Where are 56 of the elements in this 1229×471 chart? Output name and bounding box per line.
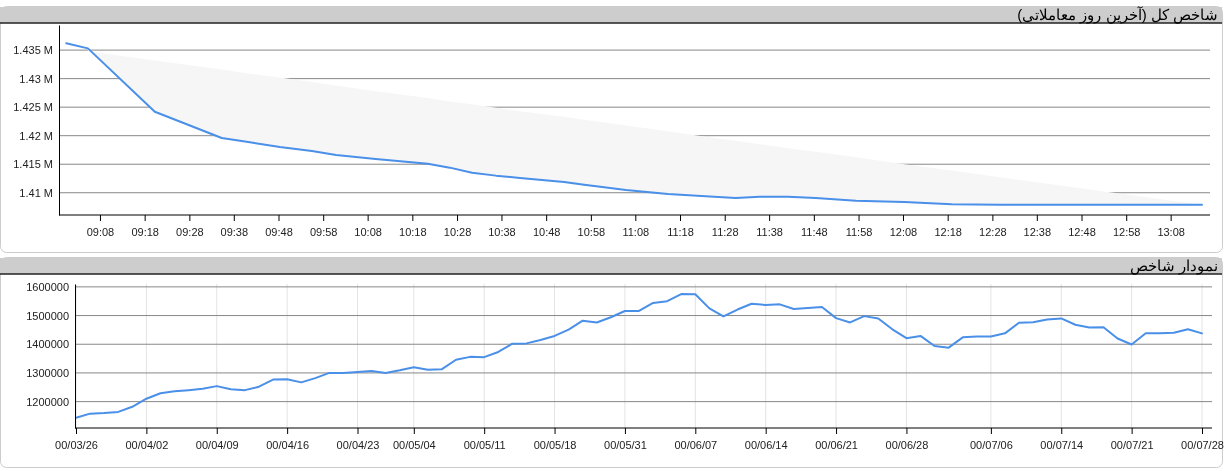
y-tick-label: 1.425 M [13,101,53,114]
x-tick-label: 09:48 [265,226,293,239]
x-tick-label: 09:38 [220,226,249,239]
x-tick-label: 11:28 [711,226,739,239]
y-tick-label: 1.415 M [13,158,53,171]
x-tick-label: 00/05/31 [604,439,647,452]
x-tick-label: 00/05/04 [392,439,436,452]
x-tick-label: 09:08 [86,226,115,239]
x-tick-label: 12:18 [934,226,962,239]
x-tick-label: 00/04/09 [195,439,239,452]
x-tick-label: 09:28 [176,226,204,239]
x-tick-label: 09:18 [131,226,159,239]
x-tick-label: 00/07/28 [1181,439,1224,452]
x-tick-label: 10:18 [399,226,427,239]
x-tick-label: 00/04/02 [125,439,169,452]
x-tick-label: 00/06/07 [674,439,718,452]
x-tick-label: 10:58 [577,226,606,239]
x-tick-label: 11:18 [667,226,694,239]
x-tick-label: 10:38 [488,226,516,239]
x-tick-label: 10:08 [354,226,382,239]
y-tick-label: 1300000 [26,366,69,379]
x-tick-label: 00/06/28 [885,439,929,452]
x-tick-label: 00/07/14 [1040,439,1084,452]
chart-title: شاخص کل (آخرین روز معاملاتی) [1017,6,1218,24]
x-tick-label: 12:08 [889,226,918,239]
x-tick-label: 00/04/23 [336,439,380,452]
x-tick-label: 09:58 [309,226,338,239]
x-tick-label: 00/05/11 [463,439,506,452]
x-tick-label: 12:48 [1068,226,1096,239]
x-tick-label: 11:38 [756,226,783,239]
x-tick-label: 00/05/18 [533,439,577,452]
x-tick-label: 00/06/21 [815,439,858,452]
y-tick-label: 1.435 M [13,44,53,57]
y-tick-label: 1400000 [26,338,69,351]
x-tick-label: 11:48 [800,226,828,239]
y-tick-label: 1.41 M [19,186,53,199]
y-tick-label: 1.42 M [19,129,53,142]
x-tick-label: 12:38 [1023,226,1052,239]
line-series [75,293,1203,419]
y-tick-label: 1500000 [26,309,69,322]
x-tick-label: 12:58 [1112,226,1141,239]
x-tick-label: 00/07/21 [1110,439,1154,452]
chart-title: نمودار شاخص [1129,257,1218,275]
x-tick-label: 11:58 [845,226,873,239]
y-tick-label: 1600000 [26,280,69,293]
x-tick-label: 12:28 [979,226,1007,239]
y-tick-label: 1200000 [26,395,69,408]
x-tick-label: 10:28 [443,226,472,239]
x-tick-label: 13:08 [1157,226,1185,239]
y-tick-label: 1.43 M [19,72,53,85]
x-tick-label: 00/07/06 [969,439,1013,452]
x-tick-label: 00/03/26 [55,439,98,452]
x-tick-label: 11:08 [622,226,650,239]
x-tick-label: 10:48 [532,226,561,239]
x-tick-label: 00/06/14 [744,439,788,452]
x-tick-label: 00/04/16 [266,439,310,452]
